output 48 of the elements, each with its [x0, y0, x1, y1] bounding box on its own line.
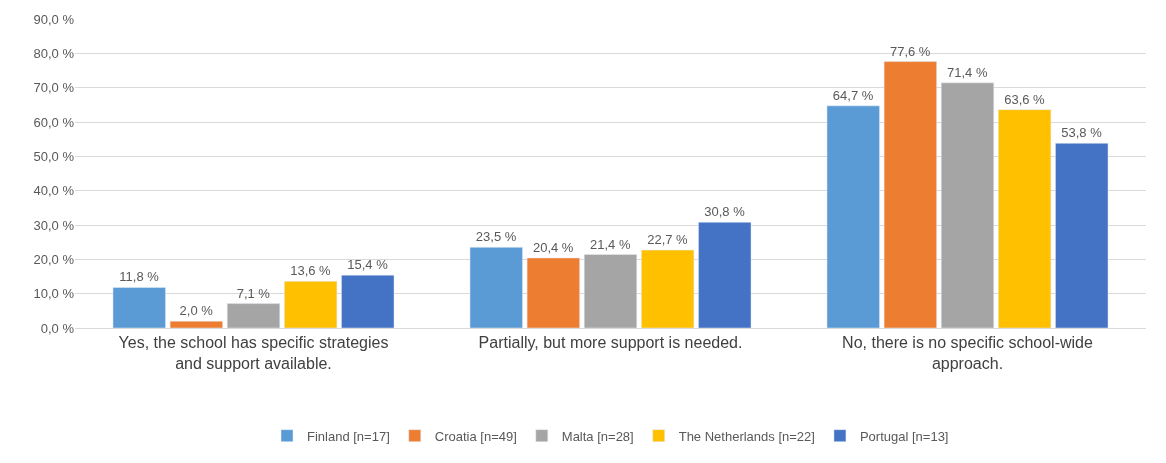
data-label: 64,7 % [832, 87, 874, 103]
data-label: 2,0 % [179, 303, 214, 319]
y-tick-label: 80,0 % [33, 45, 75, 61]
data-label: 22,7 % [647, 232, 689, 248]
data-label: 21,4 % [590, 236, 631, 252]
data-label: 23,5 % [475, 229, 517, 245]
bar [226, 303, 281, 328]
y-tick-label: 30,0 % [33, 217, 75, 233]
y-tick-label: 90,0 % [33, 11, 75, 27]
bar [826, 105, 880, 328]
y-tick-label: 40,0 % [33, 183, 75, 199]
legend-label: Malta [n=28] [561, 428, 634, 444]
y-tick-label: 10,0 % [33, 286, 75, 302]
bar [526, 257, 580, 328]
data-label: 15,4 % [347, 257, 389, 273]
data-label: 71,4 % [947, 64, 988, 80]
bar [940, 82, 995, 328]
data-label: 63,6 % [1004, 91, 1046, 107]
bar [698, 222, 752, 328]
bar [998, 109, 1052, 328]
x-tick-label: Partially, but more support is needed. [478, 334, 743, 352]
bar [469, 247, 523, 328]
bar [169, 320, 223, 328]
bar [1055, 143, 1109, 328]
x-tick-label: No, there is no specific school-wide approach. [842, 334, 1093, 372]
data-label: 13,6 % [290, 263, 332, 279]
y-tick-label: 0,0 % [40, 320, 75, 336]
x-tick-label: Yes, the school has specific strategies and support available. [118, 334, 389, 372]
bar [583, 254, 638, 328]
bar [112, 287, 166, 328]
bar [641, 249, 695, 328]
legend-label: Portugal [n=13] [859, 428, 949, 444]
bar [284, 281, 338, 328]
y-tick-label: 60,0 % [33, 114, 75, 130]
legend-label: Finland [n=17] [307, 428, 390, 444]
data-label: 53,8 % [1061, 125, 1103, 141]
y-tick-label: 20,0 % [33, 251, 75, 267]
y-tick-label: 50,0 % [33, 148, 75, 164]
data-label: 11,8 % [119, 269, 160, 285]
bar [883, 61, 937, 328]
legend-label: The Netherlands [n=22] [678, 428, 815, 444]
data-label: 20,4 % [532, 239, 574, 255]
y-tick-label: 70,0 % [33, 80, 75, 96]
bar [341, 274, 395, 328]
data-label: 77,6 % [889, 43, 931, 59]
data-label: 7,1 % [236, 285, 271, 301]
legend-label: Croatia [n=49] [434, 428, 517, 444]
data-label: 30,8 % [704, 204, 746, 220]
